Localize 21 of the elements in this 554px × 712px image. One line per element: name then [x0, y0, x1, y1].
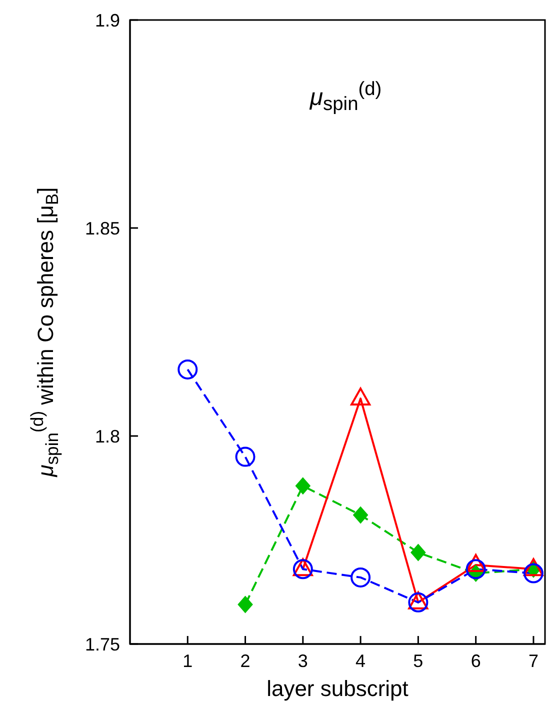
x-tick-label: 5	[413, 650, 424, 671]
y-tick-label: 1.85	[84, 218, 120, 238]
point	[353, 506, 368, 524]
y-tick-label: 1.9	[94, 10, 120, 30]
point	[295, 477, 310, 494]
x-tick-label: 1	[182, 650, 193, 671]
point	[466, 559, 486, 580]
x-tick-label: 7	[528, 650, 538, 671]
point	[350, 567, 371, 588]
y-tick-label: 1.8	[94, 426, 120, 446]
x-axis-title: layer subscript	[266, 676, 408, 701]
point	[235, 446, 256, 467]
point	[178, 359, 198, 380]
x-tick-label: 6	[470, 650, 481, 671]
y-tick-label: 1.75	[84, 634, 120, 654]
point	[238, 596, 253, 613]
x-tick-label: 2	[240, 650, 250, 671]
point	[410, 544, 426, 561]
x-tick-label: 4	[356, 650, 366, 671]
point	[523, 563, 544, 584]
x-tick-label: 3	[298, 650, 308, 671]
